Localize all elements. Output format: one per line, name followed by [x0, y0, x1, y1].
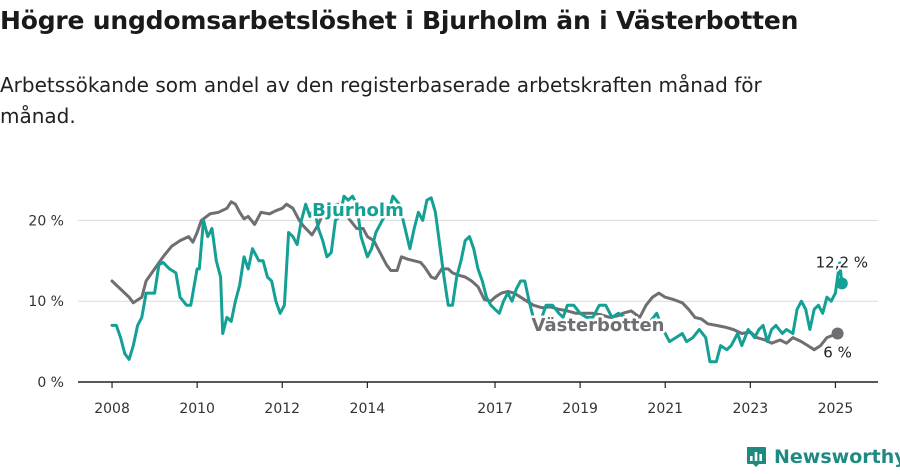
x-tick-label: 2023 — [733, 401, 769, 417]
x-tick-label: 2017 — [477, 401, 513, 417]
annotation-v-sterbotten: Västerbotten — [532, 315, 665, 336]
x-tick-label: 2021 — [647, 401, 683, 417]
end-marker-v-sterbotten — [831, 327, 844, 340]
annotation-bjurholm: Bjurholm — [312, 200, 404, 221]
y-tick-label: 10 % — [28, 294, 64, 310]
x-axis: 2008 2010 2012 2014 2017 2019 2021 2023 2025 — [78, 381, 878, 417]
brand-name: Newsworthy — [774, 446, 900, 468]
series-line-bjurholm — [110, 194, 844, 364]
series-line-v-sterbotten — [110, 200, 840, 352]
x-tick-label: 2008 — [94, 401, 130, 417]
x-tick-label: 2014 — [350, 401, 386, 417]
chart-subtitle: Arbetssökande som andel av den registerb… — [0, 73, 762, 128]
y-axis-tick-labels: 0 % 10 % 20 % — [28, 213, 64, 391]
y-tick-label: 0 % — [37, 375, 64, 391]
grid-lines — [78, 219, 878, 302]
brand-logo: Newsworthy — [744, 443, 900, 471]
x-tick-label: 2025 — [818, 401, 854, 417]
newsworthy-logo-icon — [747, 447, 766, 467]
x-tick-label: 2019 — [562, 401, 598, 417]
y-tick-label: 20 % — [28, 213, 64, 229]
x-tick-label: 2012 — [264, 401, 300, 417]
end-value-label: 12,2 % — [816, 253, 868, 271]
series-lines — [110, 194, 844, 364]
series-annotations: Bjurholm Västerbotten 6 % 12,2 % — [310, 198, 870, 364]
x-tick-label: 2010 — [179, 401, 215, 417]
chart-title: Högre ungdomsarbetslöshet i Bjurholm än … — [0, 6, 799, 35]
end-value-label: 6 % — [823, 344, 852, 362]
end-marker-bjurholm — [835, 277, 848, 290]
